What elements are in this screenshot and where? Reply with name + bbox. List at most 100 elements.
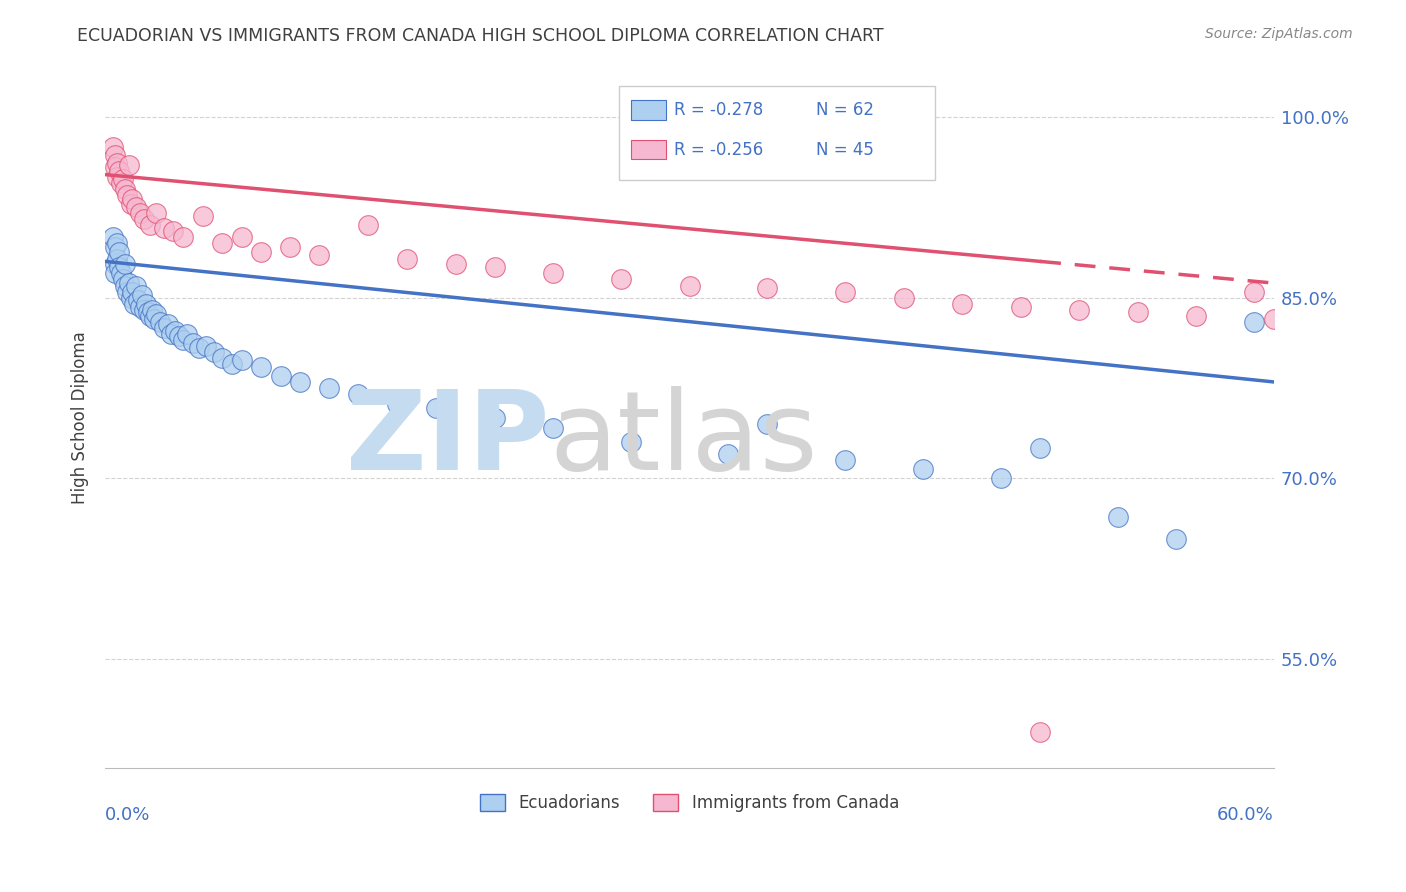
Point [125,278,148,293]
Point [425,401,447,416]
Point [1107,510,1129,524]
Point [165,324,187,338]
Point [110,176,132,190]
Point [115,188,138,202]
Text: ZIP: ZIP [346,385,550,492]
Point [104,148,127,162]
Point [678,278,700,293]
Point [104,267,127,281]
Point [141,302,163,317]
Point [108,244,131,259]
Point [288,375,311,389]
Point [105,155,128,169]
Point [120,196,142,211]
Text: ECUADORIAN VS IMMIGRANTS FROM CANADA HIGH SCHOOL DIPLOMA CORRELATION CHART: ECUADORIAN VS IMMIGRANTS FROM CANADA HIG… [77,27,884,45]
Point [131,288,153,302]
Point [1029,724,1052,739]
Point [834,285,856,299]
Point [756,281,779,295]
Point [202,344,225,359]
Point [152,320,174,334]
Text: N = 62: N = 62 [815,101,873,119]
Point [101,140,124,154]
Point [187,341,209,355]
Point [104,161,127,175]
Text: R = -0.256: R = -0.256 [675,141,763,159]
Point [620,435,643,450]
Point [717,447,740,461]
Point [104,240,127,254]
Point [221,357,243,371]
Point [191,209,214,223]
Point [1126,305,1149,319]
Point [105,252,128,266]
Point [172,230,194,244]
Point [231,353,253,368]
Point [129,300,152,314]
Point [127,293,149,307]
Point [1263,312,1285,326]
Point [950,296,973,310]
Point [444,257,467,271]
Point [108,164,131,178]
Point [1067,302,1090,317]
Point [124,296,146,310]
Y-axis label: High School Diploma: High School Diploma [72,332,89,505]
Point [101,230,124,244]
Point [145,308,167,322]
FancyBboxPatch shape [620,86,935,180]
Point [149,315,172,329]
Point [134,212,156,227]
Point [181,336,204,351]
Point [125,200,148,214]
Point [111,272,134,286]
Point [117,276,139,290]
Point [111,172,134,186]
Point [108,260,131,275]
Text: 60.0%: 60.0% [1218,806,1274,824]
Point [195,339,218,353]
Point [278,240,301,254]
Point [318,381,340,395]
Point [117,158,139,172]
Point [156,317,179,331]
Point [387,397,409,411]
Point [893,291,915,305]
Point [176,326,198,341]
Point [1185,309,1208,323]
Text: 0.0%: 0.0% [105,806,150,824]
Point [912,461,935,475]
Point [115,285,138,299]
Point [110,267,132,281]
Point [756,417,779,431]
Point [129,206,152,220]
Point [105,169,128,184]
Point [250,360,273,375]
Point [231,230,253,244]
FancyBboxPatch shape [631,100,666,120]
Point [167,329,190,343]
Point [541,421,564,435]
Point [610,272,633,286]
Point [308,248,330,262]
Point [152,220,174,235]
Point [541,267,564,281]
Point [139,309,162,323]
Point [136,305,159,319]
Point [211,351,233,365]
FancyBboxPatch shape [631,140,666,160]
Point [121,192,143,206]
Text: Source: ZipAtlas.com: Source: ZipAtlas.com [1205,27,1353,41]
Point [270,368,292,383]
Point [142,312,165,326]
Point [145,206,167,220]
Point [160,326,183,341]
Point [114,257,136,271]
Point [1243,315,1265,329]
Point [250,244,273,259]
Point [162,224,184,238]
Point [1029,442,1052,456]
Point [114,278,136,293]
Point [834,453,856,467]
Text: R = -0.278: R = -0.278 [675,101,763,119]
